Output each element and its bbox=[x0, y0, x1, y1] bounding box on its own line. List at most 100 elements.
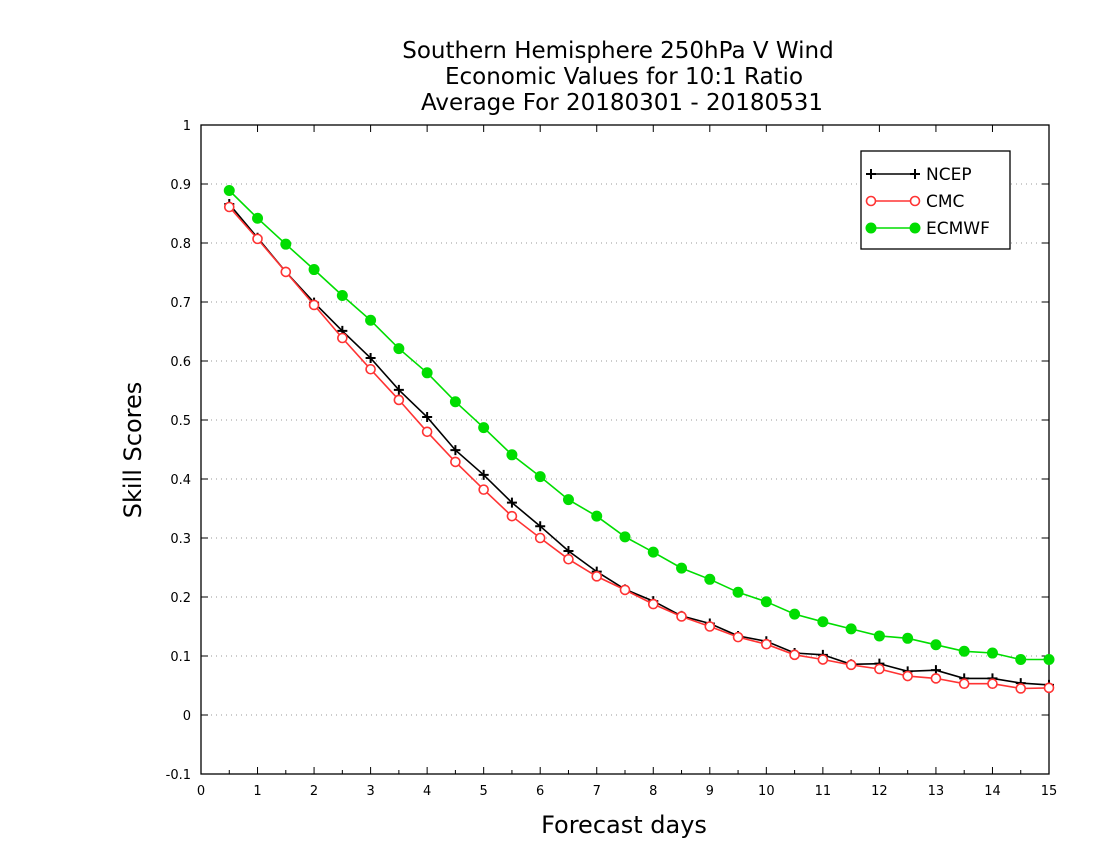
x-axis-label: Forecast days bbox=[541, 811, 707, 839]
data-point-cmc bbox=[874, 663, 885, 675]
data-point-cmc bbox=[704, 621, 716, 632]
data-point-ecmwf bbox=[676, 562, 688, 574]
data-point-ecmwf bbox=[393, 343, 405, 355]
data-point-ecmwf bbox=[1015, 654, 1027, 666]
y-tick-label: 0.7 bbox=[170, 296, 191, 311]
data-point-ecmwf bbox=[506, 449, 518, 461]
data-point-cmc bbox=[1015, 683, 1027, 694]
series-ecmwf bbox=[223, 184, 1055, 666]
x-tick-label: 5 bbox=[480, 784, 488, 799]
y-tick-label: 0.6 bbox=[170, 355, 191, 370]
x-tick-label: 14 bbox=[984, 784, 1001, 799]
y-tick-label: 0.1 bbox=[170, 650, 191, 665]
data-point-ecmwf bbox=[1043, 654, 1055, 666]
x-tick-label: 3 bbox=[366, 784, 374, 799]
data-point-ecmwf bbox=[704, 573, 716, 585]
data-point-ecmwf bbox=[591, 510, 603, 522]
legend-label-ecmwf: ECMWF bbox=[926, 219, 990, 239]
x-tick-label: 12 bbox=[871, 784, 888, 799]
legend-marker-cmc bbox=[865, 195, 877, 207]
data-point-cmc bbox=[902, 670, 913, 682]
data-point-cmc bbox=[845, 659, 857, 671]
x-tick-label: 15 bbox=[1041, 784, 1058, 799]
data-point-cmc bbox=[761, 638, 772, 650]
data-point-cmc bbox=[1043, 682, 1055, 694]
legend-box bbox=[860, 150, 1011, 250]
data-point-ecmwf bbox=[958, 645, 970, 657]
x-tick-label: 1 bbox=[253, 784, 261, 799]
data-point-ncep bbox=[535, 521, 546, 532]
chart-title: Southern Hemisphere 250hPa V Wind Econom… bbox=[402, 38, 833, 116]
series-line-cmc bbox=[228, 206, 1050, 690]
series-line-ecmwf bbox=[228, 189, 1049, 661]
data-point-cmc bbox=[619, 584, 631, 596]
data-point-cmc bbox=[732, 631, 744, 643]
data-point-ecmwf bbox=[760, 596, 772, 608]
data-point-ecmwf bbox=[223, 184, 235, 196]
x-tick-label: 2 bbox=[310, 784, 318, 799]
data-point-cmc bbox=[817, 654, 829, 665]
x-tick-label: 13 bbox=[928, 784, 945, 799]
legend-label-cmc: CMC bbox=[926, 192, 964, 212]
data-point-ncep bbox=[450, 445, 461, 456]
legend-label-ncep: NCEP bbox=[926, 165, 972, 185]
data-point-cmc bbox=[421, 426, 433, 438]
data-point-cmc bbox=[930, 673, 942, 684]
data-point-cmc bbox=[393, 394, 405, 406]
data-point-ncep bbox=[478, 469, 489, 480]
data-point-ecmwf bbox=[902, 632, 914, 644]
data-point-cmc bbox=[337, 332, 348, 344]
data-point-ecmwf bbox=[562, 494, 574, 506]
data-point-cmc bbox=[308, 299, 320, 311]
data-point-cmc bbox=[676, 611, 687, 622]
x-tick-label: 8 bbox=[649, 784, 657, 799]
series-line-ncep bbox=[228, 203, 1050, 686]
data-point-ncep bbox=[506, 497, 517, 508]
series-layer bbox=[223, 184, 1055, 694]
y-tick-label: 0 bbox=[183, 709, 191, 724]
data-point-cmc bbox=[252, 233, 263, 245]
y-axis: -0.1 0 0.1 0.2 0.3 0.4 0.5 0.6 0.7 0.8 0.9 1 bbox=[166, 119, 1049, 783]
data-point-cmc bbox=[478, 484, 489, 495]
data-point-ecmwf bbox=[449, 396, 461, 408]
x-tick-label: 9 bbox=[706, 784, 714, 799]
data-point-ecmwf bbox=[930, 639, 942, 651]
x-tick-label: 6 bbox=[536, 784, 544, 799]
x-axis: 0 1 2 3 4 5 6 7 8 9 10 11 12 13 14 15 bbox=[197, 125, 1057, 799]
data-point-cmc bbox=[365, 363, 376, 375]
data-point-ecmwf bbox=[365, 314, 377, 326]
data-point-ecmwf bbox=[280, 238, 292, 250]
series-ncep bbox=[224, 199, 1054, 690]
data-point-ncep bbox=[422, 412, 433, 423]
data-point-ecmwf bbox=[619, 531, 631, 543]
data-point-cmc bbox=[280, 266, 292, 278]
data-point-cmc bbox=[789, 649, 800, 661]
data-point-ecmwf bbox=[308, 264, 320, 276]
y-tick-label: 0.9 bbox=[170, 178, 191, 193]
data-point-ncep bbox=[365, 353, 376, 364]
x-tick-label: 10 bbox=[758, 784, 775, 799]
legend-marker-cmc bbox=[909, 195, 921, 207]
x-tick-label: 0 bbox=[197, 784, 205, 799]
y-tick-label: 0.2 bbox=[170, 591, 191, 606]
y-axis-label: Skill Scores bbox=[119, 382, 147, 519]
legend-marker-ecmwf bbox=[909, 222, 921, 234]
x-tick-label: 4 bbox=[423, 784, 431, 799]
legend-marker-ncep bbox=[866, 169, 876, 179]
data-point-cmc bbox=[223, 201, 235, 213]
legend-marker-ecmwf bbox=[865, 222, 877, 234]
x-tick-label: 11 bbox=[815, 784, 832, 799]
data-point-ecmwf bbox=[252, 212, 264, 224]
data-point-cmc bbox=[591, 571, 603, 582]
y-tick-label: 0.3 bbox=[170, 532, 191, 547]
data-point-ecmwf bbox=[817, 616, 829, 628]
y-tick-label: 0.8 bbox=[170, 237, 191, 252]
data-point-cmc bbox=[534, 532, 546, 544]
data-point-ecmwf bbox=[845, 623, 857, 635]
legend-marker-ncep bbox=[910, 169, 920, 179]
data-point-cmc bbox=[958, 678, 970, 690]
y-tick-label: -0.1 bbox=[166, 768, 191, 783]
data-point-cmc bbox=[987, 678, 998, 690]
data-point-ecmwf bbox=[336, 290, 348, 302]
